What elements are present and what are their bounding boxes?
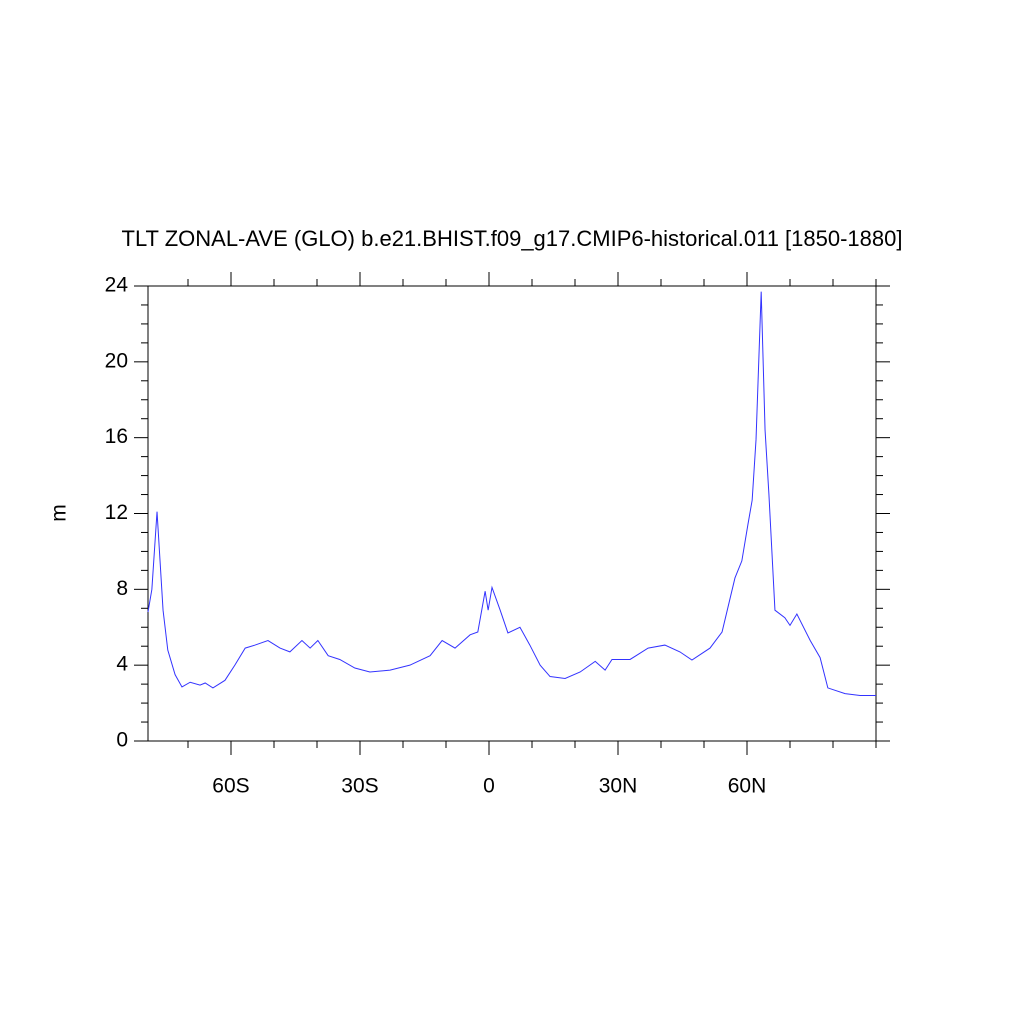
- y-tick-label: 24: [105, 274, 129, 297]
- y-axis-label: m: [48, 504, 71, 522]
- x-tick-label: 60S: [212, 775, 249, 798]
- y-tick-label: 12: [105, 501, 128, 524]
- y-tick-label: 16: [105, 425, 128, 448]
- chart-title: TLT ZONAL-AVE (GLO) b.e21.BHIST.f09_g17.…: [122, 226, 903, 251]
- y-tick-label: 0: [116, 729, 128, 752]
- data-line: [147, 291, 876, 696]
- x-tick-label: 30N: [599, 775, 638, 798]
- x-tick-label: 0: [483, 775, 495, 798]
- y-tick-label: 4: [116, 653, 128, 676]
- x-tick-label: 60N: [728, 775, 767, 798]
- y-tick-label: 8: [116, 577, 128, 600]
- x-tick-label: 30S: [341, 775, 378, 798]
- y-tick-label: 20: [105, 349, 128, 372]
- plot-frame: [147, 285, 877, 742]
